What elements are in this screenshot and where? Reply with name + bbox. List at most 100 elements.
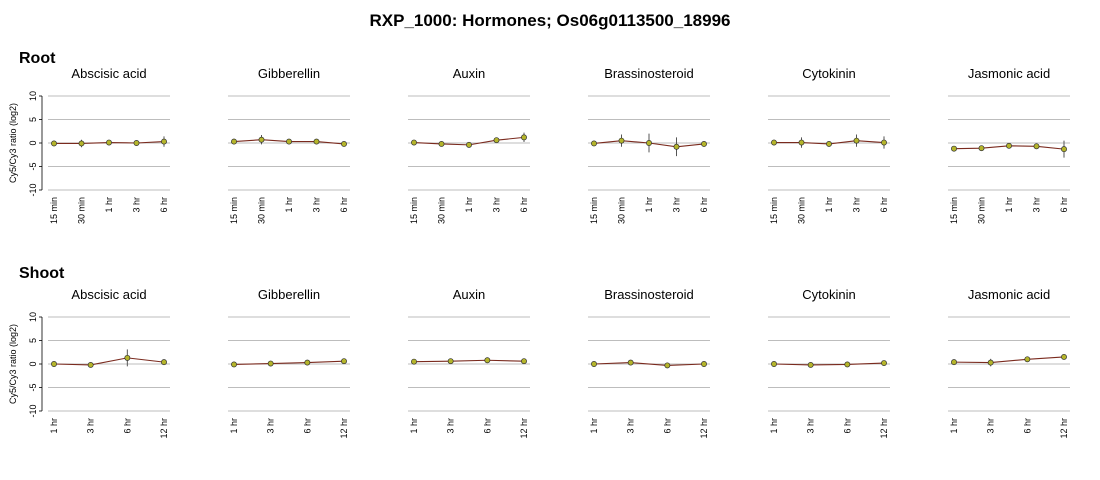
data-point	[484, 357, 491, 364]
data-point	[1006, 142, 1012, 149]
data-point	[1061, 146, 1067, 153]
data-point	[664, 362, 671, 369]
series-line	[593, 362, 705, 366]
x-tick-label: 6 hr	[339, 197, 349, 213]
x-tick-label: 3 hr	[672, 197, 682, 213]
data-point	[881, 139, 887, 146]
panel-root-jasmonic-acid: Jasmonic acid 15 min 30 min 1 hr 3 hr 6 hr	[948, 66, 1070, 224]
data-point	[1061, 354, 1067, 360]
y-tick-label: -5	[28, 383, 38, 391]
x-tick-label: 12 hr	[519, 418, 529, 439]
x-tick-label: 3 hr	[986, 418, 996, 434]
data-point	[521, 134, 527, 141]
x-tick-label: 6 hr	[1059, 197, 1069, 213]
section-label-root: Root	[19, 50, 56, 67]
x-tick-label: 1 hr	[644, 197, 654, 213]
data-point	[161, 359, 167, 366]
data-point	[493, 137, 500, 144]
series-line	[233, 360, 345, 366]
x-tick-label: 3 hr	[266, 418, 276, 434]
data-point	[521, 358, 527, 365]
x-tick-label: 1 hr	[284, 197, 294, 213]
x-tick-label: 1 hr	[49, 418, 59, 434]
x-tick-label: 15 min	[769, 197, 779, 224]
panel-title: Auxin	[453, 66, 486, 81]
data-point	[133, 140, 140, 146]
data-point	[411, 358, 417, 365]
data-point	[286, 138, 292, 145]
x-tick-label: 30 min	[437, 197, 447, 224]
data-point	[51, 140, 57, 147]
chart-panels: Abscisic acid 10 5 0 -5 -10 15 min 30 min 1 hr 3 …	[28, 66, 1070, 439]
data-point	[591, 140, 597, 147]
x-tick-label: 30 min	[77, 197, 87, 224]
data-point	[267, 360, 274, 367]
x-tick-label: 6 hr	[122, 418, 132, 434]
x-tick-label: 12 hr	[1059, 418, 1069, 439]
x-tick-label: 3 hr	[806, 418, 816, 434]
data-point	[341, 358, 347, 365]
data-point	[231, 361, 237, 368]
y-tick-label: -5	[28, 162, 38, 170]
x-tick-label: 6 hr	[302, 418, 312, 434]
series-line	[53, 357, 165, 366]
x-tick-label: 3 hr	[312, 197, 322, 213]
x-tick-label: 12 hr	[699, 418, 709, 439]
data-point	[87, 361, 94, 368]
data-point	[438, 140, 445, 147]
y-tick-label: 5	[28, 117, 38, 122]
y-tick-label: -10	[28, 404, 38, 417]
y-axis-label-shoot: Cy5/Cy3 ratio (log2)	[8, 324, 18, 404]
panel-shoot-brassinosteroid: Brassinosteroid 1 hr 3 hr 6 hr 12 hr	[588, 287, 710, 439]
x-tick-label: 15 min	[589, 197, 599, 224]
y-tick-label: 0	[28, 361, 38, 366]
data-point	[466, 141, 472, 148]
panel-shoot-gibberellin: Gibberellin 1 hr 3 hr 6 hr 12 hr	[228, 287, 350, 439]
section-label-shoot: Shoot	[19, 265, 65, 282]
panel-title: Brassinosteroid	[604, 66, 694, 81]
data-point	[106, 139, 112, 146]
y-tick-label: 5	[28, 338, 38, 343]
panel-title: Gibberellin	[258, 66, 320, 81]
data-point	[951, 145, 957, 152]
y-tick-label: 10	[28, 91, 38, 101]
x-tick-label: 1 hr	[464, 197, 474, 213]
data-point	[673, 143, 680, 150]
x-tick-label: 12 hr	[339, 418, 349, 439]
x-tick-label: 3 hr	[132, 197, 142, 213]
data-point	[411, 139, 417, 146]
panel-root-abscisic-acid: Abscisic acid 10 5 0 -5 -10 15 min 30 min 1 hr 3 …	[28, 66, 170, 224]
data-point	[51, 361, 57, 367]
panel-title: Brassinosteroid	[604, 287, 694, 302]
panel-title: Jasmonic acid	[968, 287, 1050, 302]
x-tick-label: 1 hr	[589, 418, 599, 434]
series-line	[413, 359, 525, 363]
data-point	[161, 138, 167, 145]
data-point	[591, 361, 597, 367]
x-tick-label: 6 hr	[662, 418, 672, 434]
x-tick-label: 12 hr	[879, 418, 889, 439]
x-tick-label: 1 hr	[229, 418, 239, 434]
data-point	[807, 361, 814, 368]
y-tick-label: -10	[28, 183, 38, 196]
x-tick-label: 3 hr	[852, 197, 862, 213]
series-line	[773, 362, 885, 366]
panel-shoot-abscisic-acid: Abscisic acid 10 5 0 -5 -10 1 hr 3 hr 6 hr 12 hr	[28, 287, 170, 439]
panel-title: Abscisic acid	[71, 287, 146, 302]
data-point	[627, 359, 634, 366]
panel-root-gibberellin: Gibberellin 15 min 30 min 1 hr 3 hr 6 hr	[228, 66, 350, 224]
data-point	[701, 140, 707, 147]
data-point	[1024, 356, 1031, 363]
data-point	[978, 145, 985, 152]
y-axis-label-root: Cy5/Cy3 ratio (log2)	[8, 103, 18, 183]
panel-root-brassinosteroid: Brassinosteroid 15 min 30 min 1 hr 3 hr 6 hr	[588, 66, 710, 224]
x-tick-label: 30 min	[257, 197, 267, 224]
y-tick-label: 0	[28, 140, 38, 145]
data-point	[646, 140, 652, 146]
x-tick-label: 1 hr	[824, 197, 834, 213]
data-point	[771, 139, 777, 146]
data-point	[701, 361, 707, 367]
x-tick-label: 6 hr	[1022, 418, 1032, 434]
panel-root-auxin: Auxin 15 min 30 min 1 hr 3 hr 6 hr	[408, 66, 530, 224]
panel-title: Cytokinin	[802, 66, 855, 81]
